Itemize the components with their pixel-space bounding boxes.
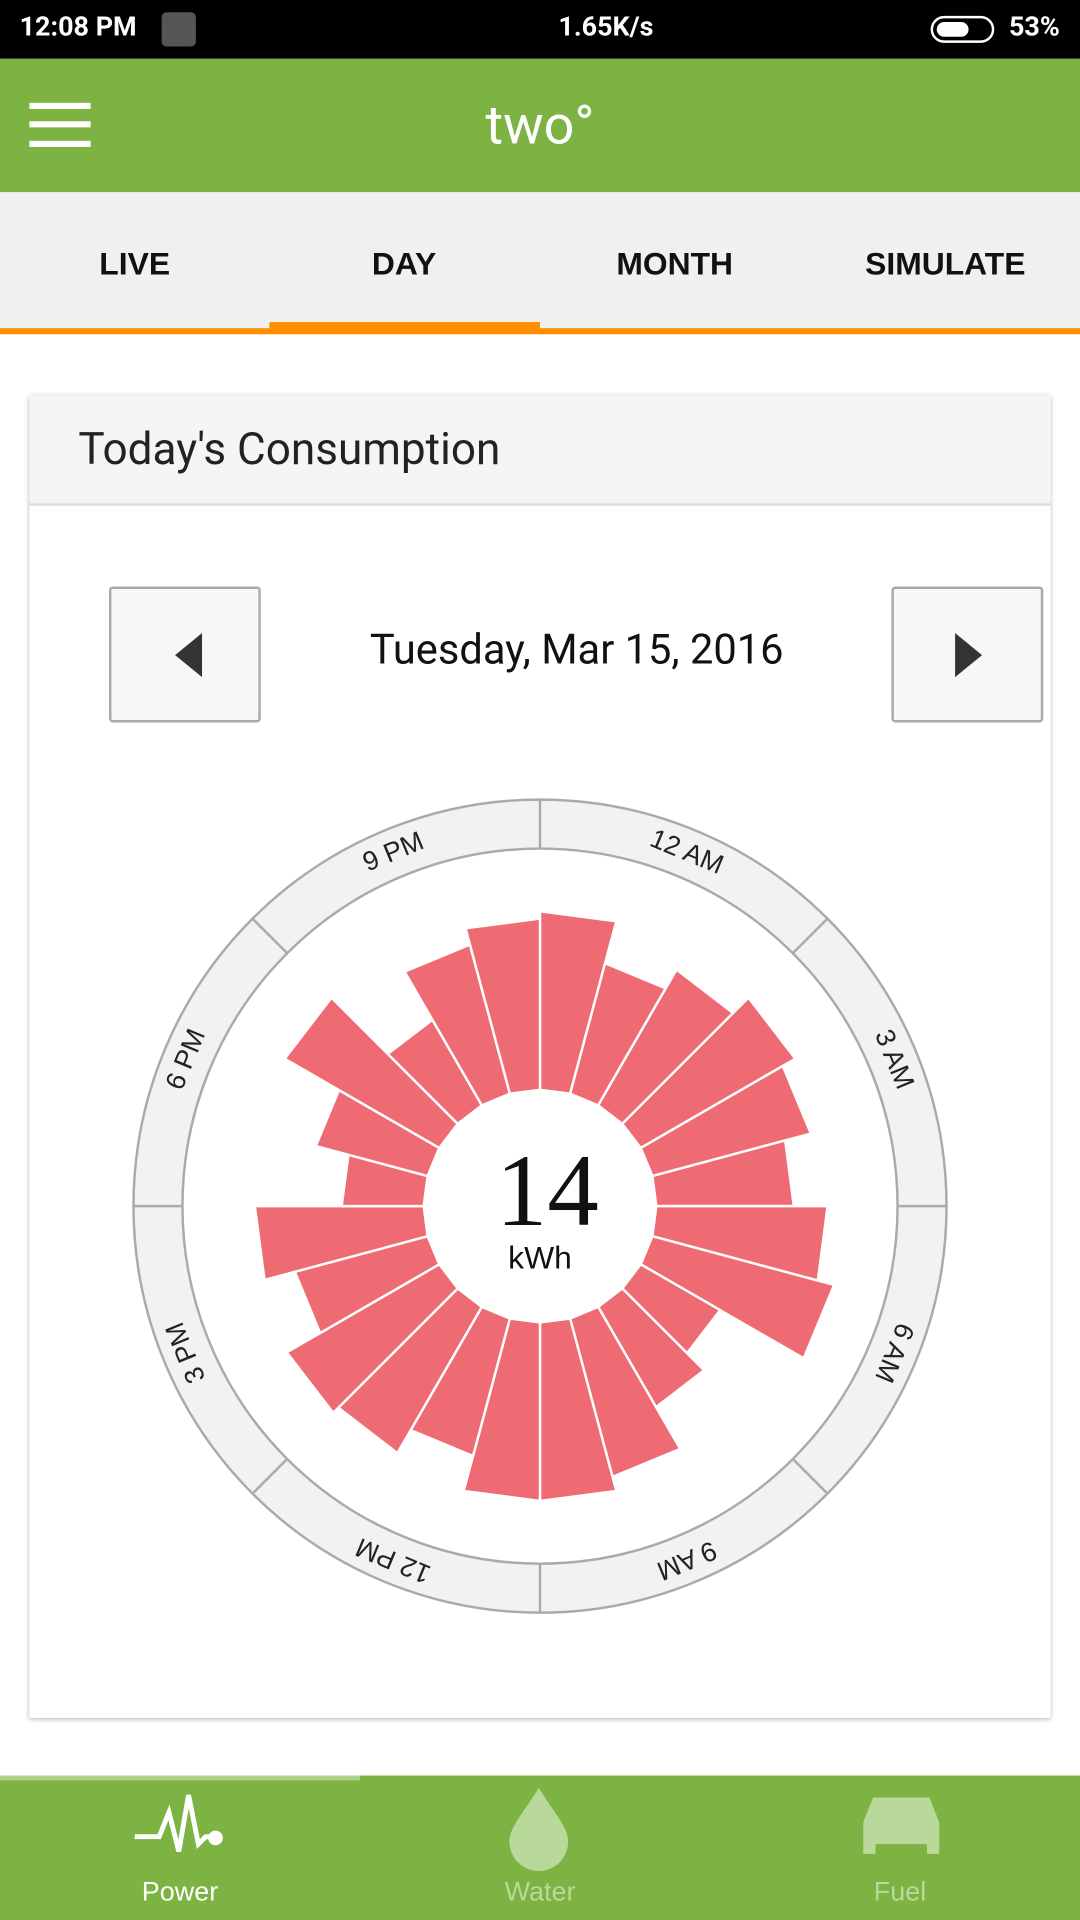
ring-divider <box>251 917 289 955</box>
clock: 12:08 PM <box>19 12 137 43</box>
unit: kWh <box>508 1239 572 1275</box>
ring-divider <box>791 917 829 955</box>
fuel-icon <box>863 1797 940 1854</box>
status-bar: 12:08 PM 1.65K/s 53% <box>0 0 1080 59</box>
nav-label[interactable]: Power <box>141 1875 219 1907</box>
tab[interactable]: DAY <box>371 244 437 282</box>
tab-indicator <box>269 322 541 332</box>
card-header: Today's Consumption <box>29 395 1051 506</box>
center <box>423 1089 657 1323</box>
app-title: two° <box>485 93 595 157</box>
total: 14 <box>496 1134 599 1248</box>
power-icon <box>134 1794 223 1853</box>
card-title: Today's Consumption <box>78 423 501 476</box>
ring-divider <box>251 1458 289 1495</box>
net-speed: 1.65K/s <box>558 12 654 43</box>
ring-divider <box>791 1458 829 1495</box>
tab-bar: LIVE DAY MONTH SIMULATE <box>0 192 1080 335</box>
nav-indicator <box>0 1775 361 1781</box>
nav-label[interactable]: Water <box>504 1875 576 1907</box>
prev-button[interactable] <box>108 586 261 723</box>
app-bar: two° <box>0 58 1080 193</box>
next-button[interactable] <box>891 586 1044 723</box>
tab[interactable]: SIMULATE <box>865 244 1026 282</box>
water-icon <box>509 1787 569 1872</box>
tab[interactable]: MONTH <box>616 244 734 282</box>
arrow-icon <box>175 633 203 678</box>
notification-icon <box>161 12 196 47</box>
menu-button[interactable] <box>29 102 91 147</box>
nav-label[interactable]: Fuel <box>873 1875 927 1907</box>
battery-icon <box>930 15 995 43</box>
tab[interactable]: LIVE <box>99 244 171 282</box>
battery-level: 53% <box>1008 12 1060 43</box>
date-label: Tuesday, Mar 15, 2016 <box>369 625 784 675</box>
bottom-nav: Power Water Fuel <box>0 1775 1080 1920</box>
arrow-icon <box>955 633 983 678</box>
